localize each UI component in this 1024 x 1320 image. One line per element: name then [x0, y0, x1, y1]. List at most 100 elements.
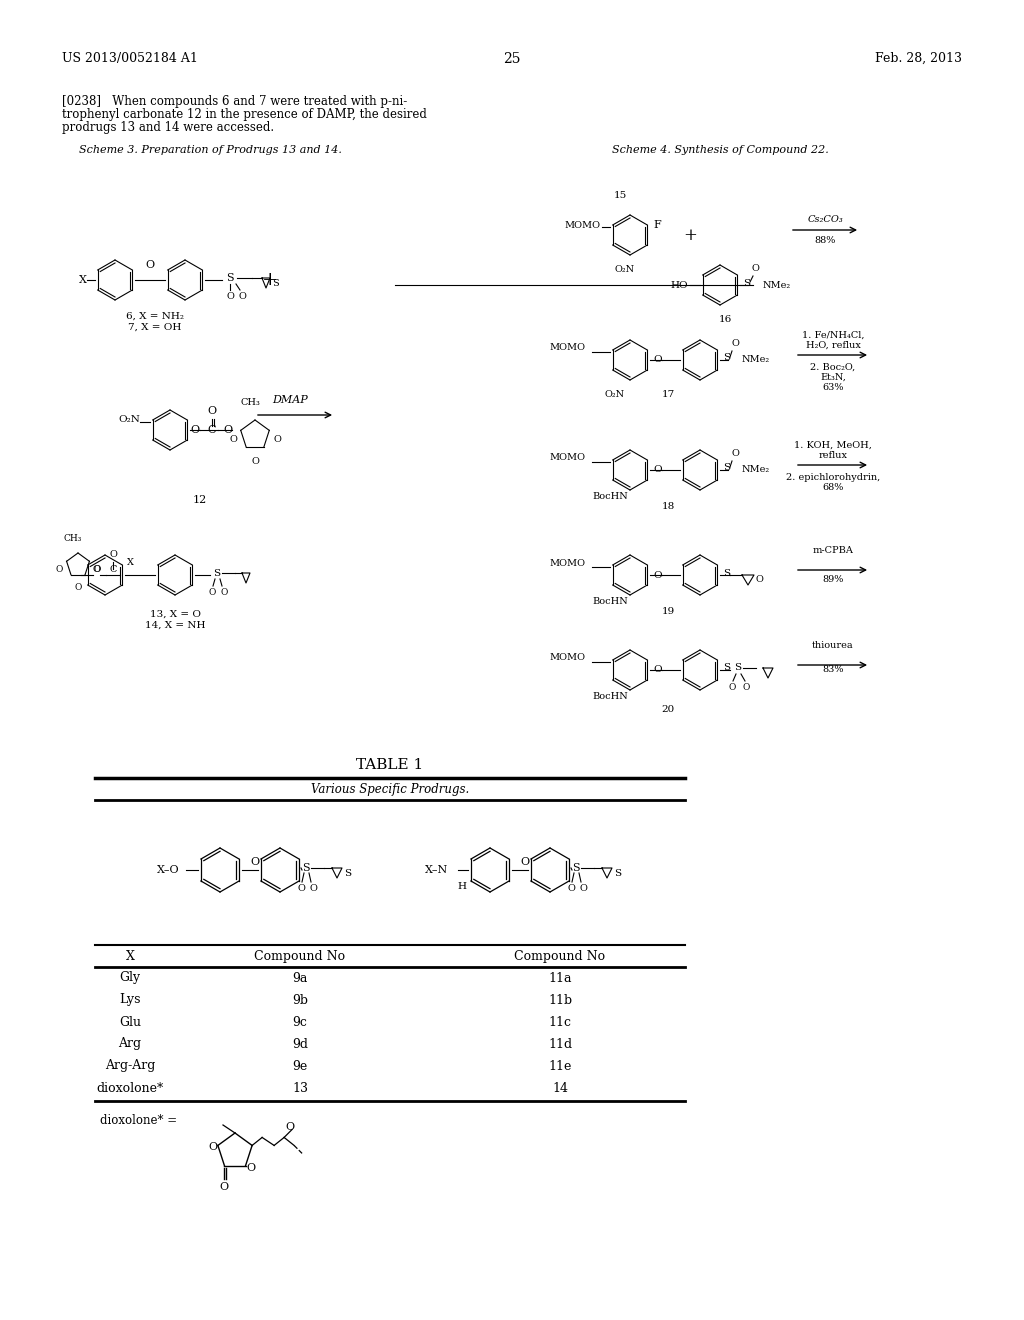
Text: 14, X = NH: 14, X = NH: [144, 620, 205, 630]
Text: O: O: [756, 576, 764, 585]
Text: O: O: [731, 339, 739, 348]
Text: BocHN: BocHN: [592, 692, 628, 701]
Text: 88%: 88%: [814, 236, 836, 246]
Text: 12: 12: [193, 495, 207, 506]
Text: O: O: [286, 1122, 295, 1133]
Text: NMe₂: NMe₂: [742, 466, 770, 474]
Text: O: O: [653, 665, 663, 675]
Text: 9d: 9d: [292, 1038, 308, 1051]
Text: Glu: Glu: [119, 1015, 141, 1028]
Text: 11d: 11d: [548, 1038, 572, 1051]
Text: Scheme 3. Preparation of Prodrugs 13 and 14.: Scheme 3. Preparation of Prodrugs 13 and…: [79, 145, 341, 154]
Text: S: S: [723, 569, 730, 578]
Text: O: O: [251, 457, 259, 466]
Text: 89%: 89%: [822, 576, 844, 583]
Text: Compound No: Compound No: [514, 950, 605, 964]
Text: Feb. 28, 2013: Feb. 28, 2013: [874, 51, 962, 65]
Text: Cs₂CO₃: Cs₂CO₃: [807, 215, 843, 224]
Text: O: O: [728, 682, 735, 692]
Text: O: O: [653, 570, 663, 579]
Text: BocHN: BocHN: [592, 597, 628, 606]
Text: 11e: 11e: [548, 1060, 571, 1072]
Text: 25: 25: [503, 51, 521, 66]
Text: TABLE 1: TABLE 1: [356, 758, 424, 772]
Text: [0238]   When compounds 6 and 7 were treated with p-ni-: [0238] When compounds 6 and 7 were treat…: [62, 95, 408, 108]
Text: S: S: [743, 279, 751, 288]
Text: DMAP: DMAP: [272, 395, 308, 405]
Text: 63%: 63%: [822, 383, 844, 392]
Text: O: O: [567, 884, 574, 894]
Text: O₂N: O₂N: [605, 389, 625, 399]
Text: O: O: [190, 425, 200, 436]
Text: O: O: [208, 1142, 217, 1152]
Text: 7, X = OH: 7, X = OH: [128, 323, 181, 333]
Text: O: O: [238, 292, 246, 301]
Text: thiourea: thiourea: [812, 642, 854, 649]
Text: O: O: [229, 436, 237, 445]
Text: 11c: 11c: [549, 1015, 571, 1028]
Text: S: S: [272, 280, 279, 289]
Text: O: O: [93, 565, 100, 573]
Text: Compound No: Compound No: [254, 950, 345, 964]
Text: O: O: [520, 857, 529, 867]
Text: O: O: [751, 264, 759, 273]
Text: S: S: [226, 273, 233, 282]
Text: O: O: [145, 260, 155, 271]
Text: 9e: 9e: [293, 1060, 307, 1072]
Text: S: S: [302, 863, 310, 873]
Text: X: X: [127, 558, 133, 568]
Text: 9a: 9a: [292, 972, 307, 985]
Text: NMe₂: NMe₂: [742, 355, 770, 364]
Text: MOMO: MOMO: [549, 558, 585, 568]
Text: reflux: reflux: [818, 451, 848, 459]
Text: O: O: [110, 550, 117, 558]
Text: X–N: X–N: [425, 865, 449, 875]
Text: O: O: [653, 466, 663, 474]
Text: X: X: [126, 950, 134, 964]
Text: O: O: [731, 449, 739, 458]
Text: 11a: 11a: [548, 972, 571, 985]
Text: S: S: [344, 869, 351, 878]
Text: MOMO: MOMO: [549, 653, 585, 663]
Text: 9b: 9b: [292, 994, 308, 1006]
Text: 20: 20: [662, 705, 675, 714]
Text: F: F: [653, 220, 660, 230]
Text: O₂N: O₂N: [118, 416, 140, 425]
Text: trophenyl carbonate 12 in the presence of DAMP, the desired: trophenyl carbonate 12 in the presence o…: [62, 108, 427, 121]
Text: m-CPBA: m-CPBA: [813, 546, 853, 554]
Text: Various Specific Prodrugs.: Various Specific Prodrugs.: [311, 783, 469, 796]
Text: S: S: [572, 863, 580, 873]
Text: 15: 15: [613, 191, 627, 201]
Text: S: S: [723, 463, 730, 473]
Text: NMe₂: NMe₂: [763, 281, 792, 289]
Text: O: O: [208, 587, 216, 597]
Text: O: O: [92, 565, 100, 574]
Text: 6, X = NH₂: 6, X = NH₂: [126, 312, 184, 321]
Text: O: O: [246, 1163, 255, 1172]
Text: X–O: X–O: [158, 865, 180, 875]
Text: 2. epichlorohydrin,: 2. epichlorohydrin,: [785, 473, 880, 482]
Text: O: O: [220, 587, 227, 597]
Text: 2. Boc₂O,: 2. Boc₂O,: [810, 363, 856, 372]
Text: +: +: [683, 227, 697, 243]
Text: O: O: [273, 436, 281, 445]
Text: O₂N: O₂N: [615, 265, 635, 275]
Text: S: S: [734, 664, 741, 672]
Text: O: O: [309, 884, 317, 894]
Text: O: O: [55, 565, 63, 573]
Text: O: O: [297, 884, 305, 894]
Text: H₂O, reflux: H₂O, reflux: [806, 341, 860, 350]
Text: O: O: [226, 292, 233, 301]
Text: C: C: [208, 425, 216, 436]
Text: X: X: [79, 275, 87, 285]
Text: S: S: [213, 569, 220, 578]
Text: MOMO: MOMO: [564, 220, 600, 230]
Text: Et₃N,: Et₃N,: [820, 374, 846, 381]
Text: HO: HO: [671, 281, 688, 289]
Text: S: S: [614, 869, 622, 878]
Text: 68%: 68%: [822, 483, 844, 492]
Text: O: O: [742, 682, 750, 692]
Text: US 2013/0052184 A1: US 2013/0052184 A1: [62, 51, 198, 65]
Text: 13: 13: [292, 1081, 308, 1094]
Text: O: O: [579, 884, 587, 894]
